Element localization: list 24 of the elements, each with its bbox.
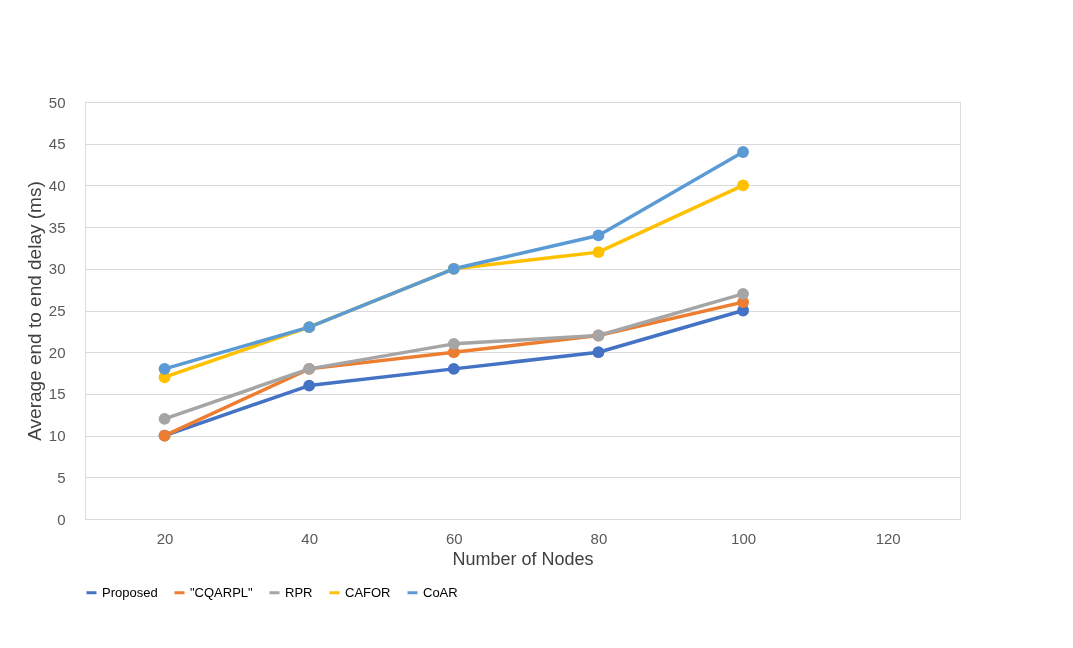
x-tick-label: 80	[590, 529, 608, 547]
x-tick-label: 60	[445, 529, 463, 547]
legend-label: Proposed	[102, 584, 158, 600]
legend-label: "CQARPL"	[190, 584, 254, 600]
x-tick-label: 120	[875, 529, 901, 547]
legend-label: RPR	[285, 584, 313, 600]
x-tick-label: 100	[731, 529, 757, 547]
y-tick-label: 5	[57, 468, 66, 486]
x-tick-label: 40	[301, 529, 319, 547]
y-tick-label: 50	[48, 93, 66, 111]
y-tick-label: 30	[48, 260, 66, 278]
y-tick-label: 0	[57, 510, 66, 528]
y-tick-label: 35	[48, 218, 66, 236]
y-tick-label: 20	[48, 343, 66, 361]
legend-label: CAFOR	[345, 584, 391, 600]
y-tick-label: 40	[48, 176, 66, 194]
x-tick-label: 20	[156, 529, 174, 547]
y-axis-title: Average end to end delay (ms)	[23, 181, 45, 441]
x-axis-title: Number of Nodes	[452, 548, 594, 569]
y-tick-label: 10	[48, 427, 66, 445]
y-tick-label: 45	[48, 135, 66, 153]
y-tick-label: 15	[48, 385, 66, 403]
legend-label: CoAR	[423, 584, 458, 600]
y-tick-label: 25	[48, 302, 66, 319]
